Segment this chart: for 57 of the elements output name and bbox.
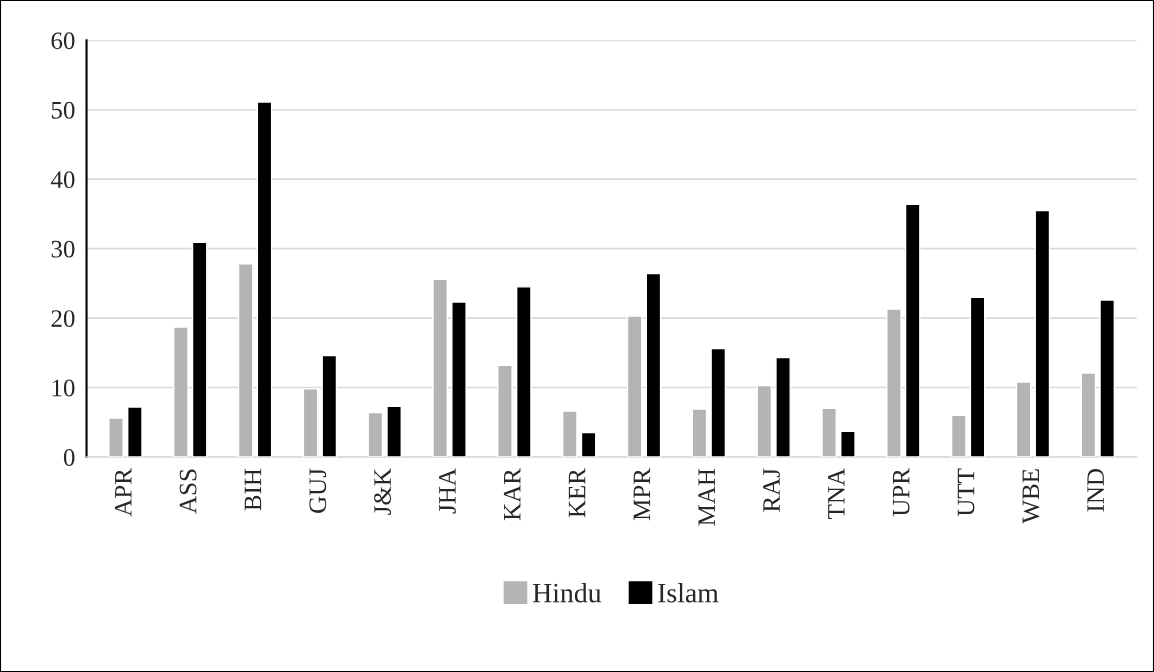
bar (904, 203, 921, 457)
bar (1034, 209, 1051, 457)
bar (840, 430, 856, 457)
bar (237, 263, 254, 457)
bar (821, 407, 837, 457)
x-tick-label: MAH (698, 468, 715, 526)
x-tick-label: JHA (439, 468, 456, 514)
bar (497, 364, 513, 457)
bar (775, 356, 791, 457)
x-tick-label: BIH (244, 468, 262, 511)
x-tick-label: UPR (892, 468, 910, 517)
bar (321, 354, 338, 457)
y-tick-label: 60 (51, 32, 75, 50)
x-tick-label: J&K (374, 468, 391, 515)
y-tick-label: 50 (51, 101, 75, 119)
bar (451, 301, 467, 457)
x-tick-label: GUJ (309, 468, 327, 513)
bar (1099, 299, 1116, 457)
bar (950, 414, 967, 457)
legend-label: Hindu (532, 582, 602, 603)
x-tick-label: MPR (633, 468, 651, 521)
bar (432, 278, 448, 457)
x-tick-label: KER (568, 468, 586, 518)
bar (645, 272, 662, 457)
bar (191, 241, 208, 457)
bar (302, 388, 319, 457)
bar (173, 326, 189, 457)
x-tick-label: UTT (957, 468, 975, 517)
x-tick-label: WBE (1022, 469, 1040, 524)
bar (1015, 381, 1032, 457)
x-tick-label: KAR (503, 468, 521, 521)
bar (626, 315, 643, 457)
bar (256, 101, 273, 457)
bar (127, 406, 143, 457)
bar (515, 286, 532, 457)
bar (886, 308, 902, 457)
y-tick-label: 10 (52, 379, 75, 397)
bar (108, 417, 124, 457)
bar (561, 410, 578, 457)
y-tick-label: 40 (50, 171, 75, 189)
bar (367, 411, 384, 457)
x-tick-label: RAJ (763, 468, 780, 512)
bar (756, 384, 773, 457)
y-tick-label: 30 (51, 240, 75, 258)
bar (969, 296, 986, 457)
x-tick-label: TNA (828, 468, 845, 519)
x-tick-label: ASS (179, 469, 197, 514)
bar (580, 431, 597, 457)
bar (386, 405, 402, 457)
y-tick-label: 20 (51, 310, 75, 327)
bar (710, 347, 727, 457)
bar (1080, 372, 1097, 457)
legend-label: Islam (658, 582, 719, 603)
x-tick-label: APR (114, 468, 132, 517)
x-tick-label: IND (1087, 469, 1104, 512)
y-tick-label: 0 (63, 449, 75, 466)
bar (691, 408, 708, 457)
